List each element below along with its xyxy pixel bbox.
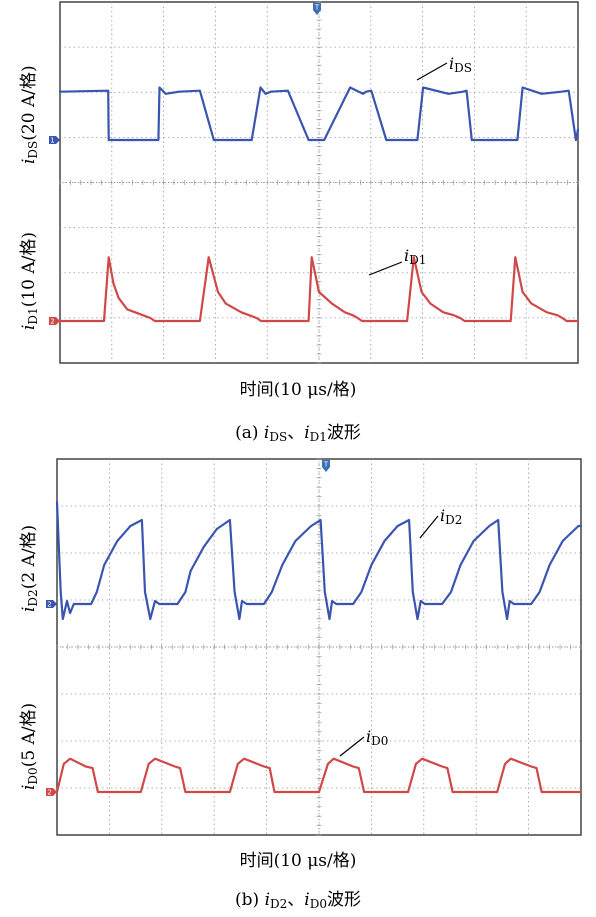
channel-marker-label: 1: [50, 137, 54, 145]
trigger-marker-icon: [313, 3, 321, 15]
chart-1-grid: [56, 458, 582, 836]
annotation-leader-line: [416, 62, 448, 81]
channel-marker-label: 2: [47, 601, 51, 609]
chart-0-grid: [59, 1, 579, 364]
series-iDS-line: [58, 86, 580, 142]
chart-b-ylabel-id0: iD0(5 A/格): [19, 702, 40, 790]
series-iD0-line: [55, 757, 583, 794]
chart-a-label-ids: iDS: [449, 54, 472, 75]
channel-marker-label: 2: [47, 789, 51, 797]
chart-a-svg: T 1 2: [49, 1, 580, 364]
chart-b-xlabel: 时间(10 μs/格): [239, 851, 357, 871]
chart-a-ylabel-ids: iDS(20 A/格): [19, 65, 40, 164]
chart-a-label-id1: iD1: [404, 246, 427, 267]
trigger-marker-icon: [322, 460, 330, 472]
panel-a: T 1 2 iDS(20 A/格) iD1(10 A/格) iDS iD1 时间(1…: [0, 0, 596, 452]
chart-b-ylabel-id2: iD2(2 A/格): [19, 524, 40, 612]
trigger-marker-label: T: [314, 4, 320, 12]
chart-b-caption: (b) iD2、iD0波形: [235, 890, 361, 911]
series-iD2-line: [55, 500, 583, 621]
annotation-leader-line: [368, 261, 403, 276]
channel-marker-icon: [49, 317, 60, 325]
chart-a-ylabel-id1: iD1(10 A/格): [19, 231, 40, 330]
chart-b-label-id0: iD0: [366, 727, 389, 748]
chart-a-xlabel: 时间(10 μs/格): [239, 380, 357, 400]
annotation-leader-line: [419, 515, 439, 539]
chart-a-caption: (a) iDS、iD1波形: [235, 423, 361, 444]
annotation-leader-line: [339, 736, 365, 757]
channel-marker-icon: [49, 136, 60, 144]
chart-b-svg: T 2 2: [46, 458, 583, 836]
channel-marker-icon: [46, 600, 57, 608]
chart-b-label-id2: iD2: [440, 506, 463, 527]
series-iD1-line: [58, 256, 580, 323]
channel-marker-label: 2: [50, 318, 54, 326]
panel-b: T 2 2 iD2(2 A/格) iD0(5 A/格) iD2 iD0 时间(10 …: [0, 452, 596, 917]
trigger-marker-label: T: [323, 461, 329, 469]
channel-marker-icon: [46, 788, 57, 796]
